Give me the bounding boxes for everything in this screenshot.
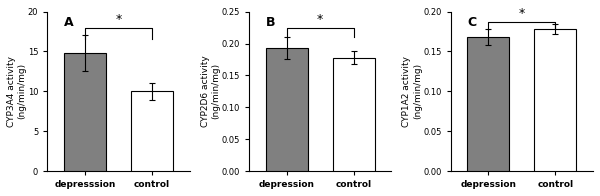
Y-axis label: CYP3A4 activity
(ng/min/mg): CYP3A4 activity (ng/min/mg) xyxy=(7,56,26,127)
Text: C: C xyxy=(468,16,477,29)
Text: B: B xyxy=(266,16,275,29)
Text: *: * xyxy=(115,13,122,26)
Bar xyxy=(131,91,173,171)
Bar xyxy=(535,29,577,171)
Bar xyxy=(467,37,509,171)
Text: A: A xyxy=(64,16,74,29)
Bar xyxy=(266,48,308,171)
Y-axis label: CYP1A2 activity
(ng/min/mg): CYP1A2 activity (ng/min/mg) xyxy=(403,56,422,127)
Text: *: * xyxy=(317,13,323,26)
Bar xyxy=(333,58,374,171)
Bar xyxy=(64,53,106,171)
Text: *: * xyxy=(519,7,525,20)
Y-axis label: CYP2D6 activity
(ng/min/mg): CYP2D6 activity (ng/min/mg) xyxy=(201,55,220,127)
